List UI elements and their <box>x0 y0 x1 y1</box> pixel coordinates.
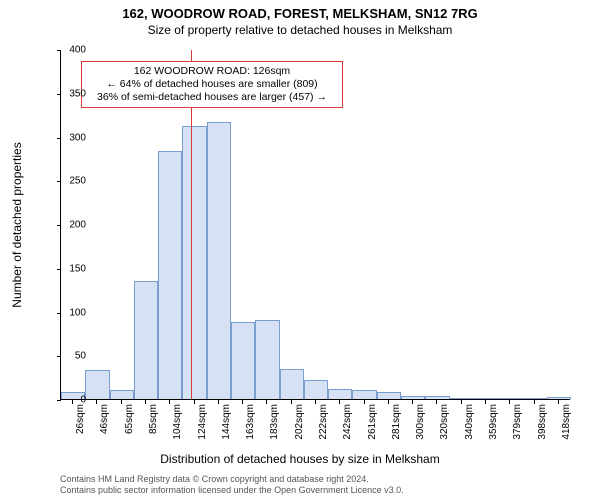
histogram-bar <box>352 390 376 399</box>
x-tick-label: 26sqm <box>75 404 86 434</box>
y-tick-label: 150 <box>56 263 86 274</box>
address-title: 162, WOODROW ROAD, FOREST, MELKSHAM, SN1… <box>0 0 600 21</box>
y-tick-label: 50 <box>56 351 86 362</box>
x-tick-label: 65sqm <box>124 404 135 434</box>
credit-text: Contains HM Land Registry data © Crown c… <box>60 474 404 496</box>
annotation-line: 162 WOODROW ROAD: 126sqm <box>88 65 336 78</box>
histogram-bar <box>401 396 425 400</box>
credit-line-2: Contains public sector information licen… <box>60 485 404 496</box>
y-tick-label: 400 <box>56 45 86 56</box>
x-tick-label: 104sqm <box>172 404 183 440</box>
x-tick-label: 359sqm <box>488 404 499 440</box>
x-tick-label: 300sqm <box>415 404 426 440</box>
histogram-bar <box>280 369 304 399</box>
x-tick-label: 124sqm <box>197 404 208 440</box>
y-axis-label: Number of detached properties <box>10 142 24 307</box>
x-tick-label: 144sqm <box>221 404 232 440</box>
histogram-bar <box>328 389 352 399</box>
x-tick-label: 202sqm <box>294 404 305 440</box>
histogram-bar <box>425 396 449 400</box>
histogram-bar <box>207 122 231 399</box>
x-tick-label: 340sqm <box>464 404 475 440</box>
histogram-bar <box>547 397 571 399</box>
y-tick-label: 100 <box>56 307 86 318</box>
histogram-bar <box>110 390 134 399</box>
annotation-line: 36% of semi-detached houses are larger (… <box>88 91 336 104</box>
y-tick-label: 200 <box>56 220 86 231</box>
annotation-line: ← 64% of detached houses are smaller (80… <box>88 78 336 91</box>
x-tick-label: 281sqm <box>391 404 402 440</box>
x-tick-label: 183sqm <box>269 404 280 440</box>
histogram-bar <box>450 398 474 399</box>
credit-line-1: Contains HM Land Registry data © Crown c… <box>60 474 404 485</box>
histogram-bar <box>158 151 182 400</box>
annotation-callout: 162 WOODROW ROAD: 126sqm← 64% of detache… <box>81 61 343 108</box>
histogram-bar <box>474 398 498 399</box>
y-tick-label: 300 <box>56 132 86 143</box>
histogram-bar <box>304 380 328 399</box>
x-tick-label: 163sqm <box>245 404 256 440</box>
histogram-bar <box>231 322 255 399</box>
x-axis-label: Distribution of detached houses by size … <box>0 452 600 466</box>
histogram-bar <box>182 126 206 399</box>
x-tick-label: 379sqm <box>512 404 523 440</box>
histogram-bar <box>522 398 546 399</box>
histogram-bar <box>377 392 401 399</box>
histogram-bar <box>498 398 522 399</box>
x-tick-label: 242sqm <box>342 404 353 440</box>
x-tick-label: 418sqm <box>561 404 572 440</box>
y-tick-label: 350 <box>56 88 86 99</box>
chart-area: 162 WOODROW ROAD: 126sqm← 64% of detache… <box>60 50 570 400</box>
subtitle: Size of property relative to detached ho… <box>0 21 600 37</box>
histogram-bar <box>134 281 158 399</box>
y-tick-label: 0 <box>56 395 86 406</box>
x-tick-label: 320sqm <box>439 404 450 440</box>
histogram-bar <box>85 370 109 399</box>
x-tick-label: 398sqm <box>537 404 548 440</box>
x-tick-label: 261sqm <box>367 404 378 440</box>
y-tick-label: 250 <box>56 176 86 187</box>
plot-region: 162 WOODROW ROAD: 126sqm← 64% of detache… <box>60 50 570 400</box>
x-tick-label: 85sqm <box>148 404 159 434</box>
x-tick-label: 222sqm <box>318 404 329 440</box>
x-tick-label: 46sqm <box>99 404 110 434</box>
histogram-bar <box>255 320 279 399</box>
